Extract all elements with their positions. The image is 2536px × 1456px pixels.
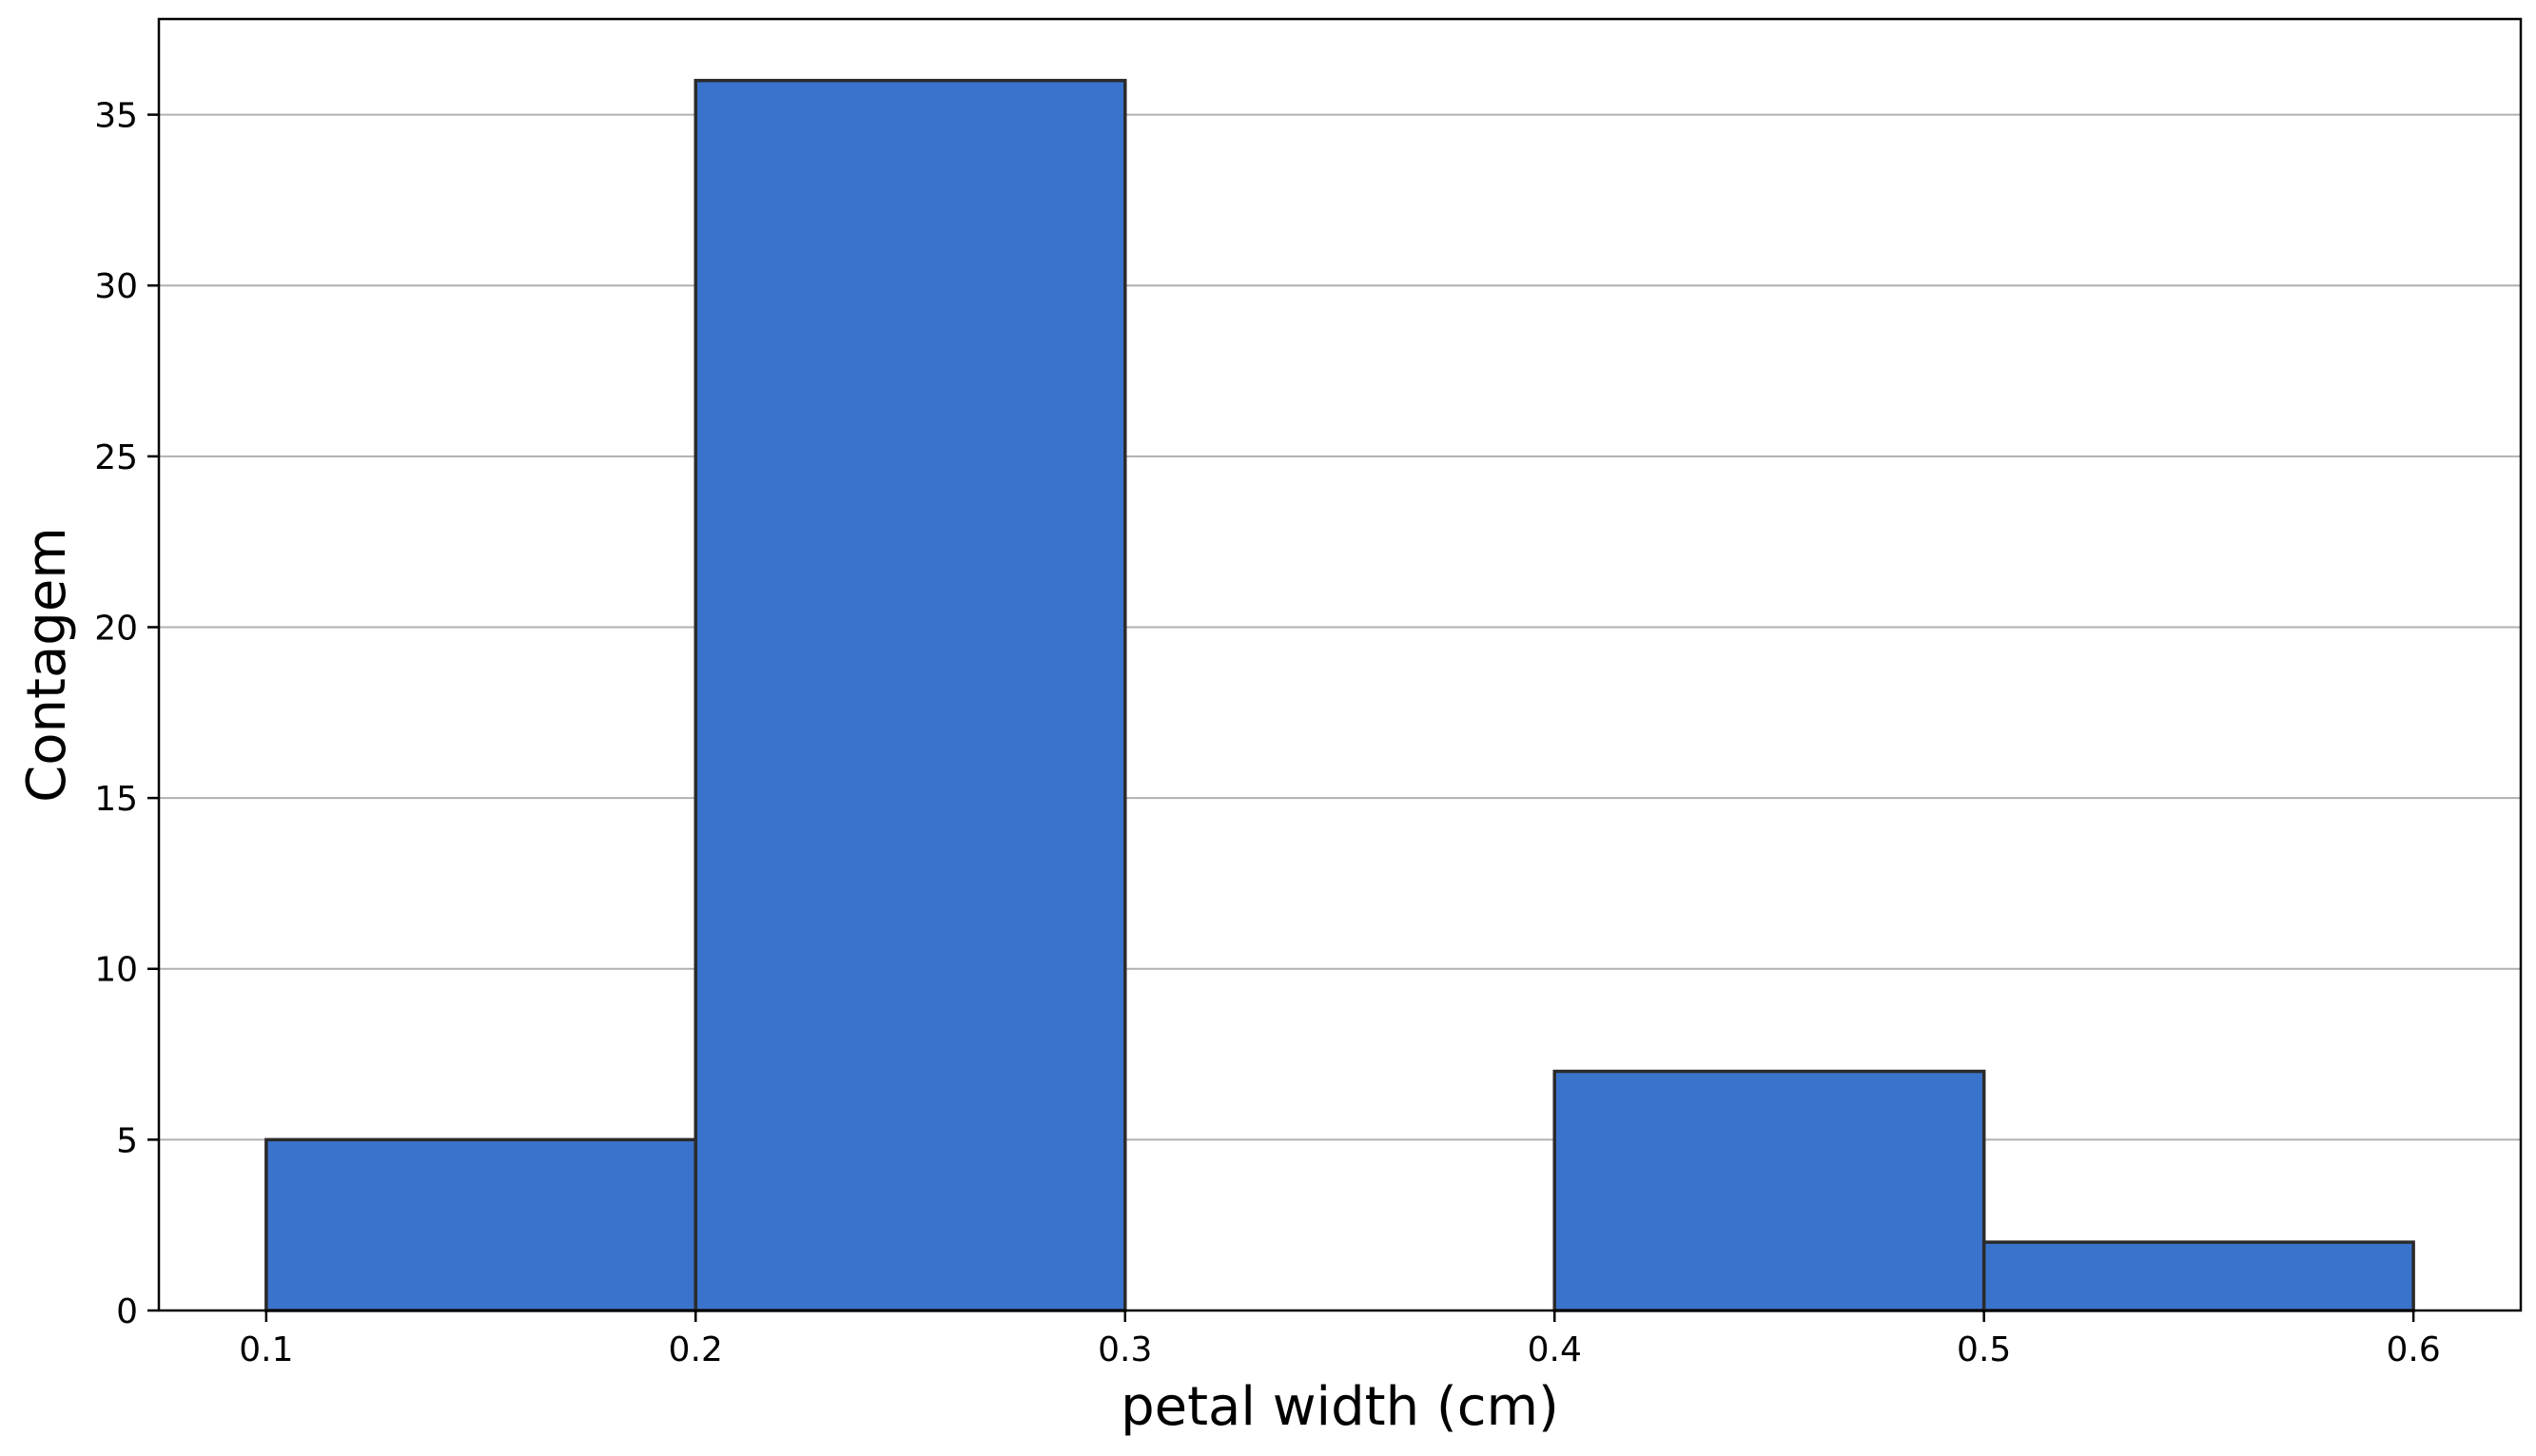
y-tick-label: 0: [116, 1292, 138, 1331]
y-tick-label: 25: [94, 438, 138, 477]
x-tick-label: 0.4: [1528, 1330, 1582, 1369]
histogram-bar: [264, 1137, 698, 1312]
y-tick-label: 20: [94, 609, 138, 648]
y-tick-label: 30: [94, 267, 138, 306]
x-tick-label: 0.5: [1957, 1330, 2011, 1369]
bars: [264, 78, 2415, 1312]
gridlines: [159, 113, 2521, 1311]
histogram-bar: [1552, 1069, 1986, 1312]
y-tick-label: 35: [94, 97, 138, 136]
y-tick-label: 10: [94, 951, 138, 990]
x-tick-label: 0.6: [2387, 1330, 2441, 1369]
y-axis-label: Contagem: [16, 527, 78, 803]
x-tick-label: 0.1: [239, 1330, 293, 1369]
x-tick-label: 0.3: [1098, 1330, 1152, 1369]
y-tick-label: 5: [116, 1121, 138, 1160]
x-axis-label: petal width (cm): [1121, 1376, 1559, 1438]
y-tick-label: 15: [94, 780, 138, 819]
histogram-bar: [1981, 1240, 2415, 1312]
x-tick-label: 0.2: [669, 1330, 723, 1369]
axis-ticks: 0.1 0.2 0.3 0.4 0.5 0.6 0 5 10 15 20 25 30 35: [94, 97, 2441, 1369]
plot-frame: [157, 17, 2523, 1312]
histogram-bar: [693, 78, 1127, 1312]
